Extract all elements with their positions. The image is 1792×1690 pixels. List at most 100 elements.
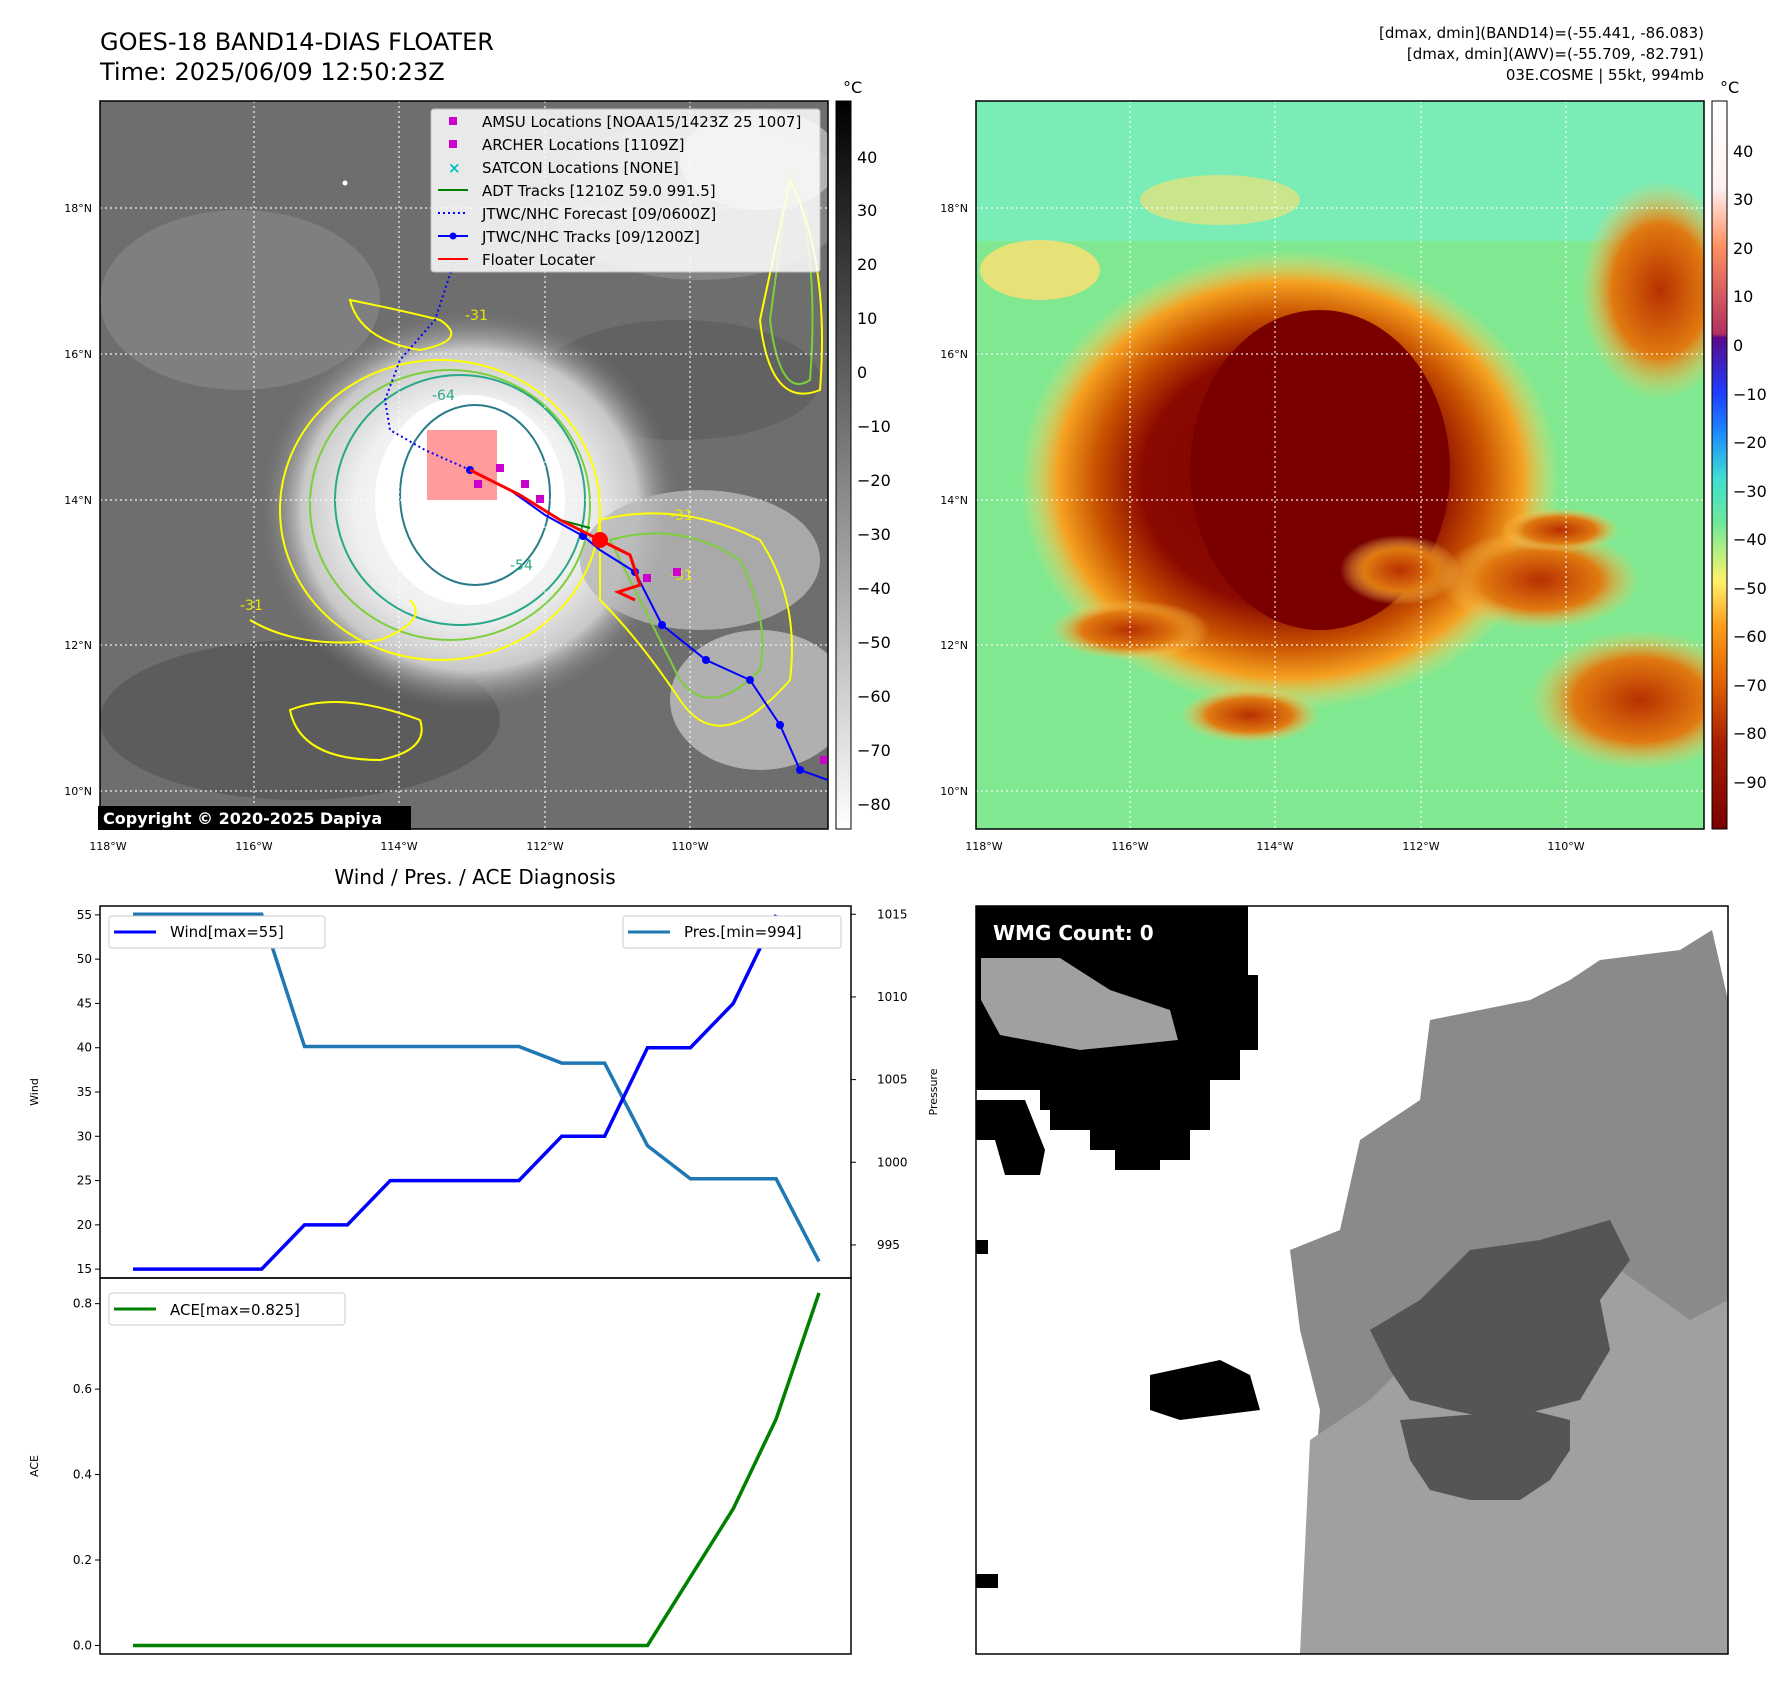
svg-text:−80: −80 <box>1733 724 1767 743</box>
svg-text:−50: −50 <box>857 633 891 652</box>
diagnosis-title: Wind / Pres. / ACE Diagnosis <box>334 865 615 889</box>
pressure-legend-label: Pres.[min=994] <box>684 923 802 941</box>
title-line1: GOES-18 BAND14-DIAS FLOATER <box>100 28 494 56</box>
svg-text:110°W: 110°W <box>671 840 708 853</box>
pressure-ytick-label: 1005 <box>877 1073 908 1087</box>
right-lon-ticks: 118°W 116°W 114°W 112°W 110°W <box>965 840 1584 853</box>
svg-text:−10: −10 <box>857 417 891 436</box>
pressure-line <box>133 912 821 1263</box>
svg-text:0: 0 <box>1733 336 1743 355</box>
ace-axis-label: ACE <box>28 1455 41 1477</box>
svg-text:30: 30 <box>1733 190 1753 209</box>
svg-text:−20: −20 <box>857 471 891 490</box>
wind-ytick-label: 35 <box>77 1085 92 1099</box>
floater-box <box>427 430 497 500</box>
wind-line <box>133 914 778 1271</box>
svg-text:−10: −10 <box>1733 385 1767 404</box>
jtwc-track-line <box>469 469 828 781</box>
legend-archer: ARCHER Locations [1109Z] <box>482 136 685 154</box>
svg-text:30: 30 <box>857 201 877 220</box>
ace-legend: ACE[max=0.825] <box>108 1292 346 1326</box>
wind-axis-label: Wind <box>28 1078 41 1106</box>
wind-ytick-label: 25 <box>77 1174 92 1188</box>
svg-text:116°W: 116°W <box>1111 840 1148 853</box>
right-colorbar: °C 40 30 20 10 0 −10 −20 −30 −40 −50 −60… <box>1711 78 1767 830</box>
wind-chart-frame <box>99 905 852 1279</box>
ace-ytick-label: 0.0 <box>73 1638 92 1652</box>
pressure-legend: Pres.[min=994] <box>622 915 842 949</box>
svg-text:114°W: 114°W <box>380 840 417 853</box>
svg-text:16°N: 16°N <box>940 348 968 361</box>
copyright-box <box>98 806 411 830</box>
pressure-ytick-label: 1000 <box>877 1155 908 1169</box>
info-line2: [dmax, dmin](AWV)=(-55.709, -82.791) <box>1407 45 1704 63</box>
svg-text:−60: −60 <box>1733 627 1767 646</box>
pressure-ytick-label: 1010 <box>877 990 908 1004</box>
left-colorbar: °C 40 30 20 10 0 −10 −20 −30 −40 −50 −60… <box>835 78 891 830</box>
info-line3: 03E.COSME | 55kt, 994mb <box>1506 66 1704 84</box>
wind-pressure-chart: 15 20 25 30 35 40 45 50 55 995 1000 1005 1010 1015 <box>77 907 908 1276</box>
legend-adt: ADT Tracks [1210Z 59.0 991.5] <box>482 182 716 200</box>
svg-text:112°W: 112°W <box>526 840 563 853</box>
wind-ytick-label: 45 <box>77 996 92 1010</box>
svg-text:−70: −70 <box>1733 676 1767 695</box>
svg-text:118°W: 118°W <box>89 840 126 853</box>
legend-floater: Floater Locater <box>482 251 596 269</box>
pressure-ytick-label: 995 <box>877 1238 900 1252</box>
ace-ytick-label: 0.6 <box>73 1382 92 1396</box>
svg-text:−70: −70 <box>857 741 891 760</box>
svg-text:10°N: 10°N <box>940 785 968 798</box>
svg-text:10°N: 10°N <box>64 785 92 798</box>
svg-text:14°N: 14°N <box>940 494 968 507</box>
svg-text:112°W: 112°W <box>1402 840 1439 853</box>
pressure-ytick-label: 1015 <box>877 907 908 921</box>
map-legend: AMSU Locations [NOAA15/1423Z 25 1007] AR… <box>430 108 821 273</box>
svg-text:18°N: 18°N <box>64 202 92 215</box>
right-lat-ticks: 18°N 16°N 14°N 12°N 10°N <box>940 202 968 798</box>
ace-ytick-label: 0.4 <box>73 1468 92 1482</box>
contour-label-5: -31 <box>670 508 693 524</box>
pressure-axis-label: Pressure <box>927 1068 940 1115</box>
svg-text:−30: −30 <box>1733 482 1767 501</box>
wind-legend-label: Wind[max=55] <box>170 923 284 941</box>
svg-text:110°W: 110°W <box>1547 840 1584 853</box>
ace-ytick-label: 0.2 <box>73 1553 92 1567</box>
svg-text:12°N: 12°N <box>940 639 968 652</box>
wind-ytick-label: 20 <box>77 1218 92 1232</box>
left-lon-ticks: 118°W 116°W 114°W 112°W 110°W <box>89 840 708 853</box>
svg-text:40: 40 <box>857 148 877 167</box>
svg-text:×: × <box>448 159 461 177</box>
svg-text:16°N: 16°N <box>64 348 92 361</box>
svg-text:−40: −40 <box>857 579 891 598</box>
ace-chart-frame <box>99 1277 852 1655</box>
svg-text:12°N: 12°N <box>64 639 92 652</box>
wind-ytick-label: 40 <box>77 1041 92 1055</box>
wind-legend: Wind[max=55] <box>108 915 326 949</box>
legend-jtwc-tracks: JTWC/NHC Tracks [09/1200Z] <box>481 228 700 246</box>
svg-text:0: 0 <box>857 363 867 382</box>
svg-text:20: 20 <box>1733 239 1753 258</box>
contour-label-4: -31 <box>240 598 263 614</box>
floater-line <box>469 468 642 602</box>
ace-ytick-label: 0.8 <box>73 1297 92 1311</box>
left-colorbar-unit: °C <box>843 78 862 97</box>
wind-ytick-label: 55 <box>77 908 92 922</box>
svg-text:−50: −50 <box>1733 579 1767 598</box>
svg-text:−80: −80 <box>857 795 891 814</box>
legend-amsu: AMSU Locations [NOAA15/1423Z 25 1007] <box>482 113 801 131</box>
contour-label-2: -64 <box>432 388 455 404</box>
svg-text:116°W: 116°W <box>235 840 272 853</box>
svg-text:14°N: 14°N <box>64 494 92 507</box>
svg-text:−60: −60 <box>857 687 891 706</box>
contour-label-1: -31 <box>465 308 488 324</box>
ace-line <box>133 1292 821 1648</box>
svg-text:40: 40 <box>1733 142 1753 161</box>
wind-ytick-label: 50 <box>77 952 92 966</box>
jtwc-forecast-line <box>383 261 471 471</box>
svg-text:114°W: 114°W <box>1256 840 1293 853</box>
right-map <box>976 101 1704 829</box>
wmg-count: WMG Count: 0 <box>993 921 1154 945</box>
svg-text:−30: −30 <box>857 525 891 544</box>
wmg-panel: WMG Count: 0 <box>976 906 1728 1654</box>
